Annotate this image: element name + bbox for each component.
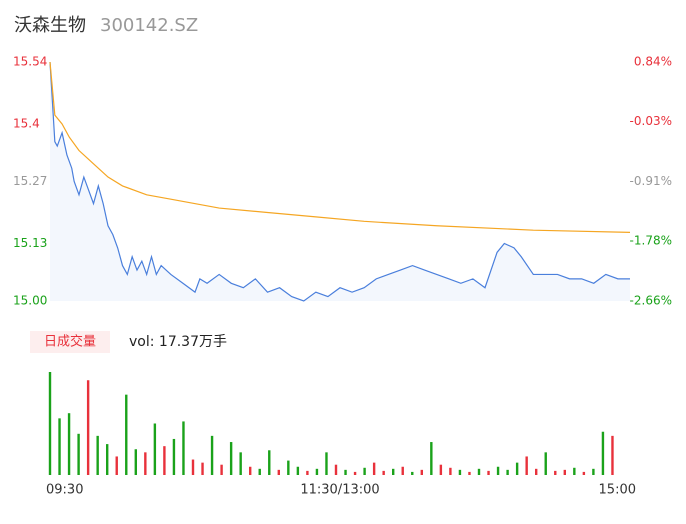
volume-bar <box>325 452 328 475</box>
volume-bar <box>77 433 80 475</box>
volume-bar <box>315 468 319 475</box>
volume-bar <box>554 470 557 475</box>
volume-bar <box>258 468 261 475</box>
line-average <box>49 61 631 233</box>
volume-bar <box>106 444 109 475</box>
y-tick-label: 15.54 <box>13 55 47 69</box>
y2-tick-label: -2.66% <box>630 294 672 308</box>
volume-bar <box>535 468 538 475</box>
volume-bar <box>382 470 385 475</box>
volume-bar <box>468 471 471 475</box>
volume-bar <box>353 471 357 475</box>
line-price <box>49 61 630 302</box>
volume-bar <box>515 462 519 475</box>
volume-bar <box>172 438 176 475</box>
volume-text: vol: 17.37万手 <box>129 334 227 350</box>
stock-name: 沃森生物 <box>14 15 86 36</box>
volume-bar <box>525 456 528 475</box>
volume-bar <box>210 435 214 475</box>
volume-bar <box>363 467 366 475</box>
price-area <box>50 62 630 301</box>
volume-bar <box>477 468 481 475</box>
volume-bar <box>182 421 185 475</box>
x-tick-label: 09:30 <box>46 483 83 498</box>
volume-bar <box>239 452 242 475</box>
volume-bar <box>287 460 290 475</box>
volume-bar <box>411 471 414 475</box>
volume-bar <box>573 467 576 475</box>
volume-bar <box>420 469 423 475</box>
volume-bar <box>401 466 404 475</box>
volume-bar <box>67 413 71 475</box>
volume-bar <box>201 462 204 475</box>
volume-bar <box>125 394 128 475</box>
volume-button-bg[interactable] <box>30 331 110 353</box>
volume-bar <box>487 470 490 475</box>
volume-bar <box>229 442 233 475</box>
volume-bar <box>392 468 395 475</box>
volume-bar <box>458 469 462 475</box>
x-tick-label: 11:30/13:00 <box>300 483 379 498</box>
volume-bar <box>582 471 586 475</box>
volume-bar <box>134 449 137 475</box>
y-tick-label: 15.4 <box>13 116 40 130</box>
volume-bar <box>372 462 376 475</box>
volume-bar <box>144 452 147 475</box>
volume-bar <box>58 418 61 475</box>
volume-bar <box>496 466 500 475</box>
stock-code: 300142.SZ <box>100 15 198 36</box>
volume-bar <box>48 372 52 475</box>
volume-bar <box>344 469 347 475</box>
volume-bar <box>191 459 195 475</box>
y2-tick-label: -1.78% <box>630 233 672 247</box>
volume-bar <box>249 466 252 475</box>
volume-bar <box>296 466 300 475</box>
volume-bar <box>153 423 157 475</box>
volume-bar <box>430 442 433 475</box>
y2-tick-label: -0.03% <box>630 114 672 128</box>
volume-bar <box>592 468 595 475</box>
volume-bar <box>439 464 443 475</box>
volume-bar <box>544 452 547 475</box>
y2-tick-label: 0.84% <box>634 55 672 69</box>
volume-bar <box>563 469 566 475</box>
volume-bar <box>611 435 614 475</box>
volume-bar <box>334 464 338 475</box>
y2-tick-label: -0.91% <box>630 174 672 188</box>
volume-bar <box>449 467 452 475</box>
y-tick-label: 15.27 <box>13 174 47 188</box>
volume-bar <box>96 435 99 475</box>
volume-bar <box>163 446 166 475</box>
volume-bar <box>506 469 509 475</box>
y-tick-label: 15.00 <box>13 294 47 308</box>
y-tick-label: 15.13 <box>13 236 47 250</box>
volume-bar <box>115 456 118 475</box>
volume-bar <box>86 380 90 475</box>
volume-bar <box>601 431 605 475</box>
volume-bar <box>220 464 223 475</box>
volume-bar <box>268 450 271 475</box>
volume-button[interactable]: 日成交量 <box>44 334 96 350</box>
volume-bar <box>306 470 309 475</box>
x-tick-label: 15:00 <box>599 483 636 498</box>
volume-bar <box>277 469 280 475</box>
